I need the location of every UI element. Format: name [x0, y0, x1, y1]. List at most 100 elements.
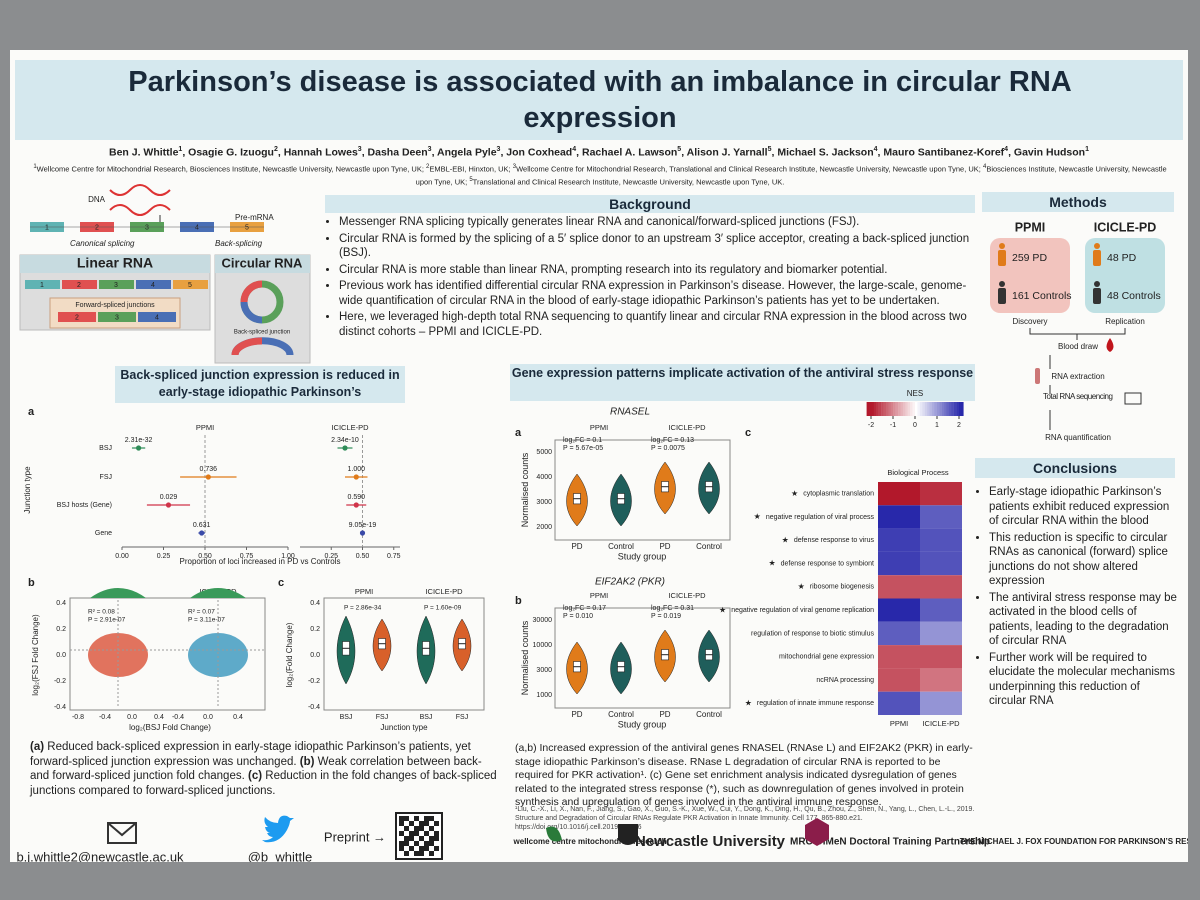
caption-part: Reduction in the fold changes of back-sp…	[30, 770, 497, 797]
person-icon	[998, 288, 1006, 304]
heatmap-cell	[920, 691, 962, 715]
logo: Newcastle University	[635, 833, 786, 850]
qr-module	[409, 836, 414, 841]
label: -0.4	[308, 704, 320, 711]
colorbar-step	[893, 402, 896, 416]
label: 1.000	[347, 466, 365, 473]
colorbar-step	[888, 402, 891, 416]
email-icon	[107, 822, 137, 844]
label: DNA	[88, 195, 106, 204]
flow-arrow	[1029, 328, 1126, 340]
author-name: Michael S. Jackson	[777, 146, 874, 159]
affiliation-text: Wellcome Centre for Mitochondrial Resear…	[516, 164, 981, 174]
qr-module	[409, 821, 414, 826]
colorbar-step	[902, 402, 906, 416]
label: 161 Controls	[1012, 290, 1072, 302]
colorbar-step	[934, 402, 937, 416]
label: 0.25	[324, 553, 338, 560]
point	[353, 502, 359, 508]
author-affiliation: 5	[677, 146, 682, 153]
label: log₂FC = 0.13	[651, 437, 694, 444]
qr-module	[399, 846, 404, 851]
label: 0.4	[310, 600, 320, 607]
logo-mark	[618, 824, 638, 845]
label: negative regulation of viral process	[766, 514, 875, 521]
label: Circular RNA	[222, 255, 304, 270]
label: PPMI	[1015, 220, 1046, 234]
density	[190, 588, 246, 598]
colorbar-step	[944, 402, 947, 416]
label: PPMI	[590, 423, 608, 432]
colorbar-step	[905, 402, 908, 416]
label: Proportion of loci increased in PD vs Co…	[180, 557, 341, 566]
qr-module	[399, 841, 404, 846]
label: 0.4	[154, 714, 164, 721]
label: -0.8	[72, 714, 84, 721]
section-heading: Conclusions	[975, 458, 1175, 478]
plot-frame	[554, 439, 731, 541]
label: -1	[890, 422, 896, 429]
qr-module	[424, 816, 429, 821]
label: 259 PD	[1012, 252, 1047, 264]
label: 0.029	[160, 494, 178, 501]
label: Gene	[95, 530, 112, 537]
label: -2	[868, 422, 874, 429]
axis-title: Normalised counts	[520, 620, 530, 695]
exon	[99, 280, 134, 289]
label: 3	[145, 224, 149, 231]
qr-module	[399, 816, 404, 821]
bullet: Messenger RNA splicing typically generat…	[339, 215, 975, 230]
title-banner	[15, 60, 1183, 140]
affiliations: 1Wellcome Centre for Mitochondrial Resea…	[30, 162, 1170, 187]
label: RNA extraction	[1051, 372, 1104, 381]
bullet: Further work will be required to elucida…	[989, 651, 1180, 709]
label: -0.4	[99, 714, 111, 721]
author-affiliation: 1	[178, 146, 183, 153]
label: 1	[40, 282, 44, 289]
label: 0.50	[198, 553, 212, 560]
label: PPMI	[890, 719, 908, 728]
label: Biological Process	[887, 468, 949, 477]
label: -0.2	[54, 678, 66, 685]
bullet: This reduction is specific to circular R…	[989, 531, 1180, 589]
label: c	[278, 577, 284, 589]
label: Discovery	[1012, 317, 1047, 326]
linear-header	[20, 255, 210, 273]
caption-part: Weak correlation between back- and forwa…	[30, 755, 482, 783]
circ-arc	[240, 280, 263, 303]
label: ★	[754, 512, 761, 521]
label: 48 Controls	[1107, 290, 1161, 302]
label: PPMI	[196, 423, 214, 432]
label: Total RNA sequencing	[1043, 392, 1113, 401]
label: BSJ	[420, 714, 433, 721]
label: b	[28, 577, 35, 589]
label: 2000	[536, 524, 552, 531]
label: 5	[245, 224, 249, 231]
exon	[138, 312, 176, 322]
author-name: Alison J. Yarnall	[686, 146, 768, 159]
label: P = 1.60e-09	[424, 605, 462, 612]
author-affiliation: 4	[1004, 146, 1009, 153]
author-affiliation: 1	[1085, 146, 1089, 153]
reference: ¹Liu, C.-X., Li, X., Nan, F., Jiang, S.,…	[515, 806, 975, 831]
label: ICICLE-PD	[922, 719, 960, 728]
colorbar-step	[929, 402, 933, 416]
colorbar-step	[946, 402, 950, 416]
section-heading: Gene expression patterns implicate activ…	[510, 364, 975, 401]
label: 0.2	[310, 626, 320, 633]
label: Canonical splicing	[70, 239, 135, 248]
qr-module	[419, 821, 424, 826]
heatmap-cell	[920, 668, 962, 692]
label: 0.75	[387, 553, 401, 560]
label: ★	[745, 698, 752, 707]
author-name: Mauro Santibanez-Koref	[883, 146, 1005, 159]
heatmap-cell	[878, 598, 920, 622]
person-icon	[1093, 288, 1101, 304]
heatmap-cell	[920, 505, 962, 529]
label: regulation of response to biotic stimulu…	[751, 630, 874, 637]
colorbar-step	[917, 402, 921, 416]
label: 9.05e-19	[349, 522, 377, 529]
caption-part: (c)	[248, 770, 263, 782]
heatmap-cell	[878, 575, 920, 599]
authors: Ben J. Whittle1, Osagie G. Izuogu2, Hann…	[109, 146, 1089, 159]
